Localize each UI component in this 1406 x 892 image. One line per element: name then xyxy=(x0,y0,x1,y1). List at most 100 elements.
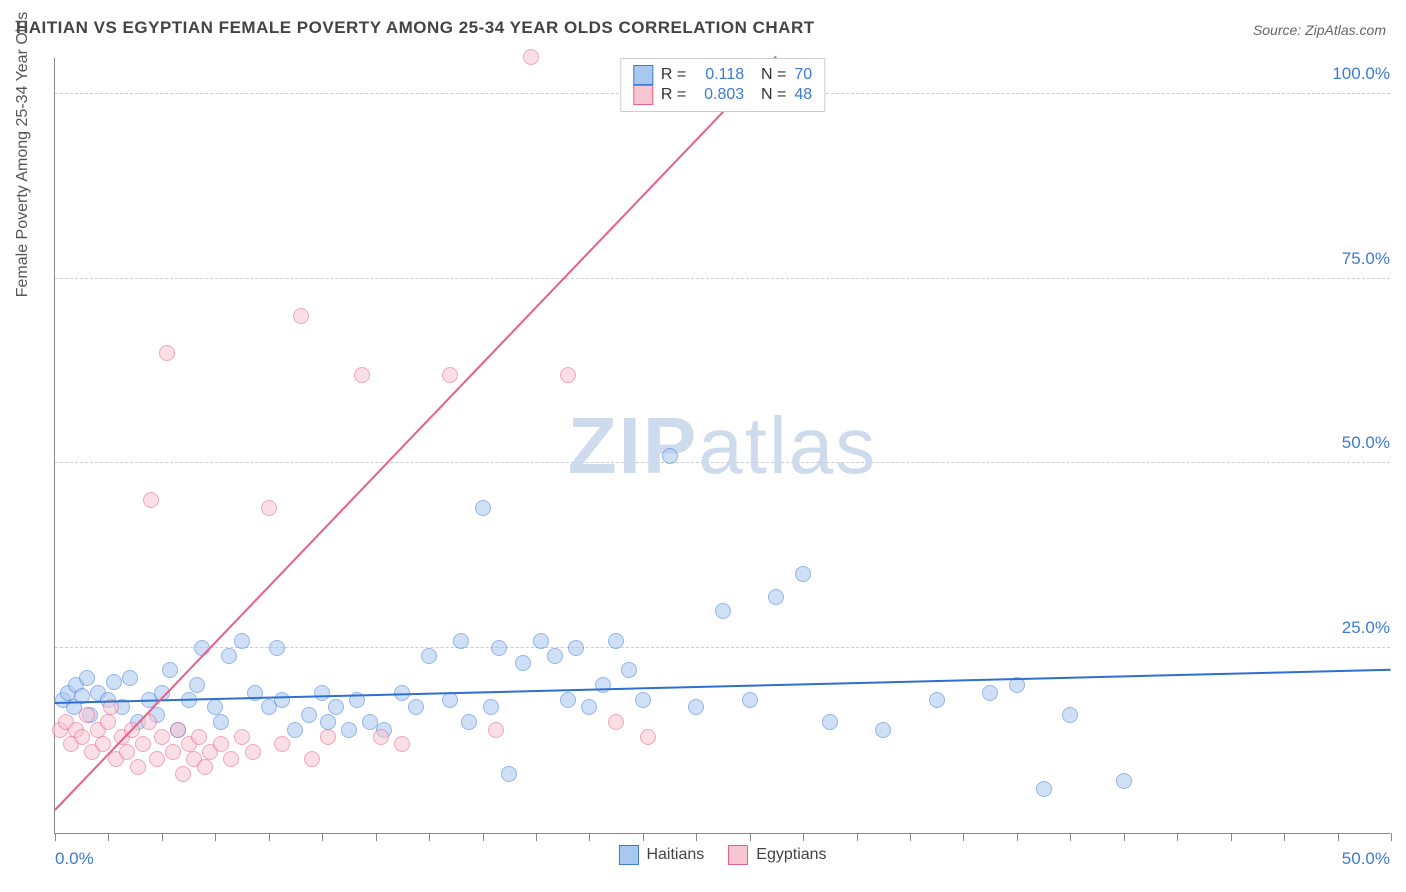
data-point xyxy=(688,699,704,715)
data-point xyxy=(328,699,344,715)
x-tick xyxy=(1124,833,1125,841)
data-point xyxy=(875,722,891,738)
stats-legend: R = 0.118 N = 70 R = 0.803 N = 48 xyxy=(620,58,825,112)
data-point xyxy=(568,640,584,656)
x-tick xyxy=(1284,833,1285,841)
data-point xyxy=(143,492,159,508)
data-point xyxy=(74,729,90,745)
data-point xyxy=(106,674,122,690)
data-point xyxy=(373,729,389,745)
x-tick xyxy=(696,833,697,841)
data-point xyxy=(795,566,811,582)
data-point xyxy=(269,640,285,656)
n-value-egyptians: 48 xyxy=(794,86,812,104)
y-axis-label: Female Poverty Among 25-34 Year Olds xyxy=(14,12,32,298)
data-point xyxy=(982,685,998,701)
source-attribution: Source: ZipAtlas.com xyxy=(1253,22,1386,38)
data-point xyxy=(533,633,549,649)
x-tick xyxy=(215,833,216,841)
x-tick xyxy=(536,833,537,841)
x-tick xyxy=(1231,833,1232,841)
data-point xyxy=(662,448,678,464)
data-point xyxy=(79,670,95,686)
x-tick xyxy=(269,833,270,841)
data-point xyxy=(304,751,320,767)
data-point xyxy=(442,367,458,383)
data-point xyxy=(442,692,458,708)
data-point xyxy=(320,729,336,745)
y-tick-label: 50.0% xyxy=(1338,433,1394,453)
data-point xyxy=(608,633,624,649)
gridline xyxy=(55,278,1390,279)
data-point xyxy=(1036,781,1052,797)
x-tick xyxy=(803,833,804,841)
data-point xyxy=(154,729,170,745)
data-point xyxy=(100,714,116,730)
r-value-haitians: 0.118 xyxy=(694,66,744,84)
data-point xyxy=(207,699,223,715)
data-point xyxy=(715,603,731,619)
data-point xyxy=(341,722,357,738)
n-value-haitians: 70 xyxy=(794,66,812,84)
data-point xyxy=(491,640,507,656)
gridline xyxy=(55,462,1390,463)
x-tick xyxy=(55,833,56,841)
data-point xyxy=(1062,707,1078,723)
data-point xyxy=(461,714,477,730)
data-point xyxy=(175,766,191,782)
data-point xyxy=(581,699,597,715)
x-tick xyxy=(1177,833,1178,841)
data-point xyxy=(301,707,317,723)
data-point xyxy=(483,699,499,715)
data-point xyxy=(287,722,303,738)
x-tick xyxy=(162,833,163,841)
chart-plot-area: ZIPatlas R = 0.118 N = 70 R = 0.803 N = … xyxy=(54,58,1390,834)
series-legend: Haitians Egyptians xyxy=(618,845,826,865)
data-point xyxy=(608,714,624,730)
gridline xyxy=(55,647,1390,648)
x-tick xyxy=(910,833,911,841)
data-point xyxy=(149,751,165,767)
x-tick xyxy=(1338,833,1339,841)
x-tick xyxy=(857,833,858,841)
data-point xyxy=(191,729,207,745)
data-point xyxy=(621,662,637,678)
data-point xyxy=(261,500,277,516)
data-point xyxy=(408,699,424,715)
chart-title: HAITIAN VS EGYPTIAN FEMALE POVERTY AMONG… xyxy=(16,18,815,38)
data-point xyxy=(635,692,651,708)
x-tick-min: 0.0% xyxy=(55,849,94,869)
data-point xyxy=(640,729,656,745)
data-point xyxy=(547,648,563,664)
data-point xyxy=(929,692,945,708)
x-tick xyxy=(1391,833,1392,841)
data-point xyxy=(234,729,250,745)
x-tick-max: 50.0% xyxy=(1342,849,1390,869)
data-point xyxy=(165,744,181,760)
data-point xyxy=(354,367,370,383)
data-point xyxy=(95,736,111,752)
x-tick xyxy=(643,833,644,841)
data-point xyxy=(501,766,517,782)
y-tick-label: 100.0% xyxy=(1328,64,1394,84)
data-point xyxy=(293,308,309,324)
legend-label-haitians: Haitians xyxy=(646,846,704,864)
data-point xyxy=(213,736,229,752)
stats-row-egyptians: R = 0.803 N = 48 xyxy=(633,85,812,105)
legend-item-egyptians: Egyptians xyxy=(728,845,826,865)
legend-item-haitians: Haitians xyxy=(618,845,704,865)
data-point xyxy=(162,662,178,678)
x-tick xyxy=(108,833,109,841)
data-point xyxy=(170,722,186,738)
data-point xyxy=(515,655,531,671)
legend-swatch-haitians xyxy=(618,845,638,865)
data-point xyxy=(119,744,135,760)
x-tick xyxy=(589,833,590,841)
data-point xyxy=(1116,773,1132,789)
data-point xyxy=(560,692,576,708)
data-point xyxy=(223,751,239,767)
data-point xyxy=(274,692,290,708)
x-tick xyxy=(322,833,323,841)
data-point xyxy=(488,722,504,738)
data-point xyxy=(560,367,576,383)
